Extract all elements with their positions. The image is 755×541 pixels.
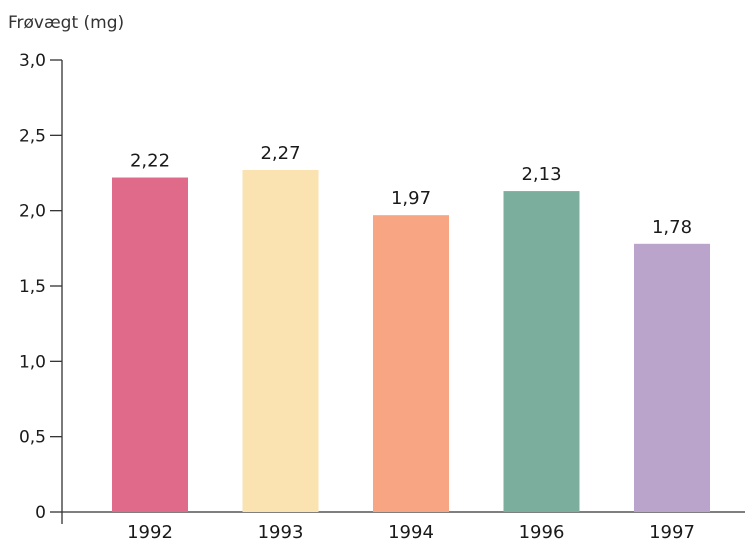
x-tick-label-1992: 1992	[127, 522, 173, 541]
x-tick-label-1997: 1997	[649, 522, 695, 541]
x-tick-labels: 1992 1993 1994 1996 1997	[127, 522, 695, 541]
bar-1992	[112, 177, 188, 512]
y-tick-label: 0,5	[19, 428, 46, 448]
y-tick-label: 2,0	[19, 202, 46, 222]
x-tick-label-1993: 1993	[258, 522, 304, 541]
y-axis-label: Frøvægt (mg)	[8, 13, 124, 33]
data-label-1993: 2,27	[260, 143, 300, 164]
bar-1996	[503, 191, 580, 512]
data-label-1992: 2,22	[130, 151, 170, 172]
data-label-1997: 1,78	[652, 217, 692, 238]
data-labels: 2,22 2,27 1,97 2,13 1,78	[130, 143, 692, 238]
y-tick-label: 0	[35, 503, 46, 523]
y-tick-label: 1,0	[19, 352, 46, 372]
bar-1993	[242, 169, 319, 512]
data-label-1994: 1,97	[391, 188, 431, 209]
x-tick-label-1996: 1996	[519, 522, 565, 541]
x-tick-label-1994: 1994	[388, 522, 434, 541]
bar-1994	[373, 215, 449, 513]
y-tick-label: 2,5	[19, 126, 46, 146]
y-tick-label: 1,5	[19, 277, 46, 297]
bars	[112, 169, 710, 513]
y-tick-label: 3,0	[19, 51, 46, 71]
bar-1997	[634, 243, 710, 512]
data-label-1996: 2,13	[521, 164, 561, 185]
y-ticks: 0 0,5 1,0 1,5 2,0 2,5 3,0	[19, 51, 62, 523]
